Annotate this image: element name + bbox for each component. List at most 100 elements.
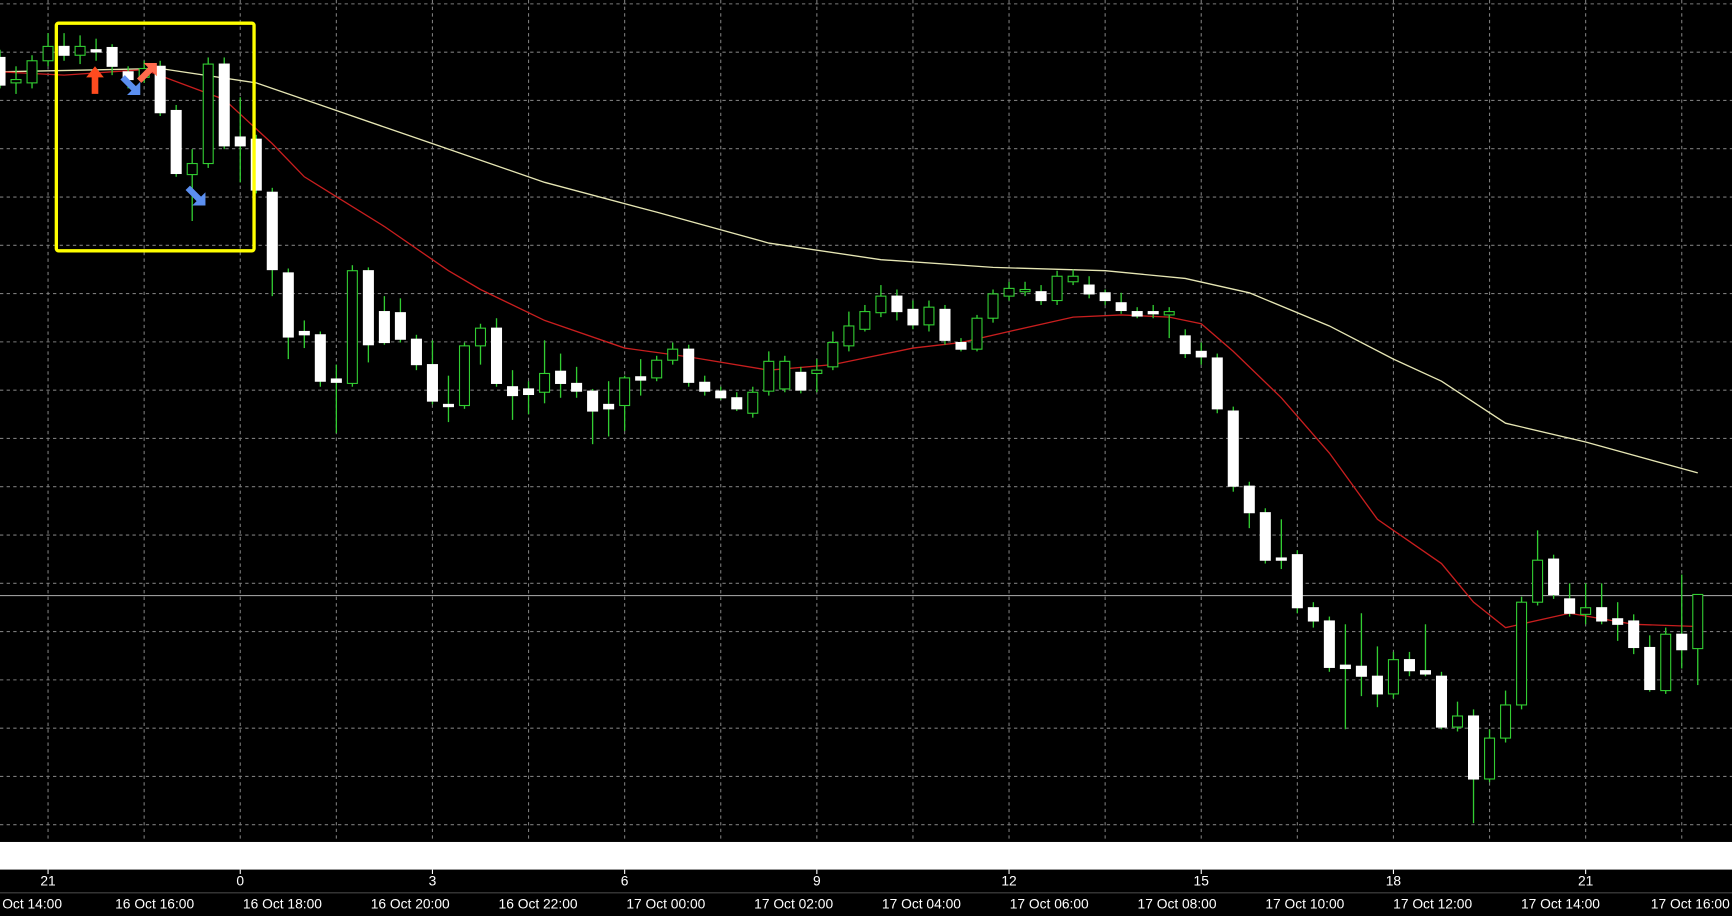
candle-body <box>314 334 326 382</box>
candle-body <box>266 191 278 271</box>
candle-body <box>1307 607 1319 622</box>
candle-body <box>1419 670 1431 675</box>
candle-body <box>635 376 647 381</box>
sell-arrow <box>120 75 141 96</box>
candle-body <box>234 136 246 147</box>
candle-body <box>170 109 182 175</box>
candle-body <box>90 49 102 53</box>
date-label: 16 Oct 18:00 <box>243 897 322 912</box>
candle-body <box>1275 557 1287 561</box>
candle-body <box>394 312 406 340</box>
candle-body <box>699 381 711 392</box>
signal-arrows <box>86 62 206 206</box>
candle-body <box>410 338 422 366</box>
hour-label: 21 <box>1578 873 1593 888</box>
candle-body <box>1580 607 1592 615</box>
candle-body <box>1403 659 1415 672</box>
date-label: 17 Oct 14:00 <box>1521 897 1600 912</box>
candle-body <box>1484 737 1496 780</box>
candle-body <box>1243 485 1255 514</box>
candle-body <box>1596 607 1608 622</box>
candle-body <box>10 79 22 84</box>
candle-body <box>571 382 583 392</box>
candle-body <box>1051 275 1063 302</box>
scroll-bar[interactable] <box>0 841 1732 870</box>
candle-body <box>907 308 919 326</box>
date-label: 17 Oct 08:00 <box>1138 897 1217 912</box>
hour-label: 21 <box>40 873 55 888</box>
candle-body <box>1692 593 1704 650</box>
moving-average-line <box>0 67 1698 474</box>
date-label: 17 Oct 06:00 <box>1010 897 1089 912</box>
date-label: 17 Oct 16:00 <box>1651 897 1730 912</box>
candle-body <box>186 162 198 176</box>
candle-body <box>1451 715 1464 728</box>
candle-body <box>971 317 983 350</box>
candle-body <box>603 403 615 410</box>
candle-body <box>1548 558 1560 596</box>
hour-label: 0 <box>236 873 244 888</box>
date-label: 16 Oct 16:00 <box>115 897 194 912</box>
candle-body <box>1355 665 1367 677</box>
candle-body <box>26 60 38 84</box>
candle-body <box>891 295 903 313</box>
candle-body <box>1628 620 1640 649</box>
candle-body <box>651 359 663 379</box>
candle-body <box>875 295 887 314</box>
date-label: 17 Oct 04:00 <box>882 897 961 912</box>
candle-body <box>827 341 839 368</box>
candle-body <box>1339 664 1351 670</box>
candle-body <box>490 327 503 384</box>
candle-body <box>507 386 519 397</box>
moving-average-line <box>0 68 1698 629</box>
candle-body <box>715 390 727 399</box>
candle-body <box>955 341 967 350</box>
candle-body <box>1500 704 1512 739</box>
candle-body <box>747 391 759 414</box>
candle-body <box>1099 292 1111 302</box>
candle-body <box>458 345 471 407</box>
candle-body <box>811 369 823 375</box>
date-label: 17 Oct 10:00 <box>1265 897 1344 912</box>
candle-body <box>1612 618 1624 625</box>
candle-body <box>330 378 342 383</box>
candle-body <box>1115 302 1127 312</box>
candle-body <box>378 311 390 344</box>
candle-body <box>939 308 951 341</box>
date-label: 16 Oct 20:00 <box>371 897 450 912</box>
candle-body <box>1660 633 1672 692</box>
candle-body <box>1003 287 1015 297</box>
candle-body <box>1516 601 1528 706</box>
candle-body <box>474 327 487 347</box>
date-label: 17 Oct 12:00 <box>1393 897 1472 912</box>
candle-body <box>202 63 214 165</box>
candle-body <box>250 138 262 191</box>
candle-body <box>298 330 310 336</box>
candle-body <box>539 372 551 393</box>
candle-body <box>1435 675 1448 728</box>
candle-body <box>1131 311 1143 317</box>
candle-body <box>1564 598 1576 614</box>
hour-label: 6 <box>621 873 629 888</box>
candle-body <box>683 348 695 383</box>
candle-body <box>154 65 166 114</box>
candle-body <box>58 45 70 56</box>
candle-body <box>523 388 535 396</box>
candle-body <box>0 56 6 86</box>
candle-body <box>1371 675 1383 695</box>
candle-body <box>779 360 791 390</box>
candle-body <box>1532 559 1544 603</box>
candle-body <box>843 325 855 347</box>
candle-body <box>1387 659 1399 695</box>
candle-body <box>1259 512 1271 561</box>
candle-body <box>1163 311 1175 316</box>
candle-body <box>923 306 935 326</box>
candle-body <box>619 377 631 407</box>
candle-body <box>1227 410 1239 487</box>
candle-body <box>1035 291 1047 302</box>
date-label: Oct 14:00 <box>2 897 62 912</box>
date-label: 17 Oct 02:00 <box>754 897 833 912</box>
hour-label: 3 <box>429 873 437 888</box>
